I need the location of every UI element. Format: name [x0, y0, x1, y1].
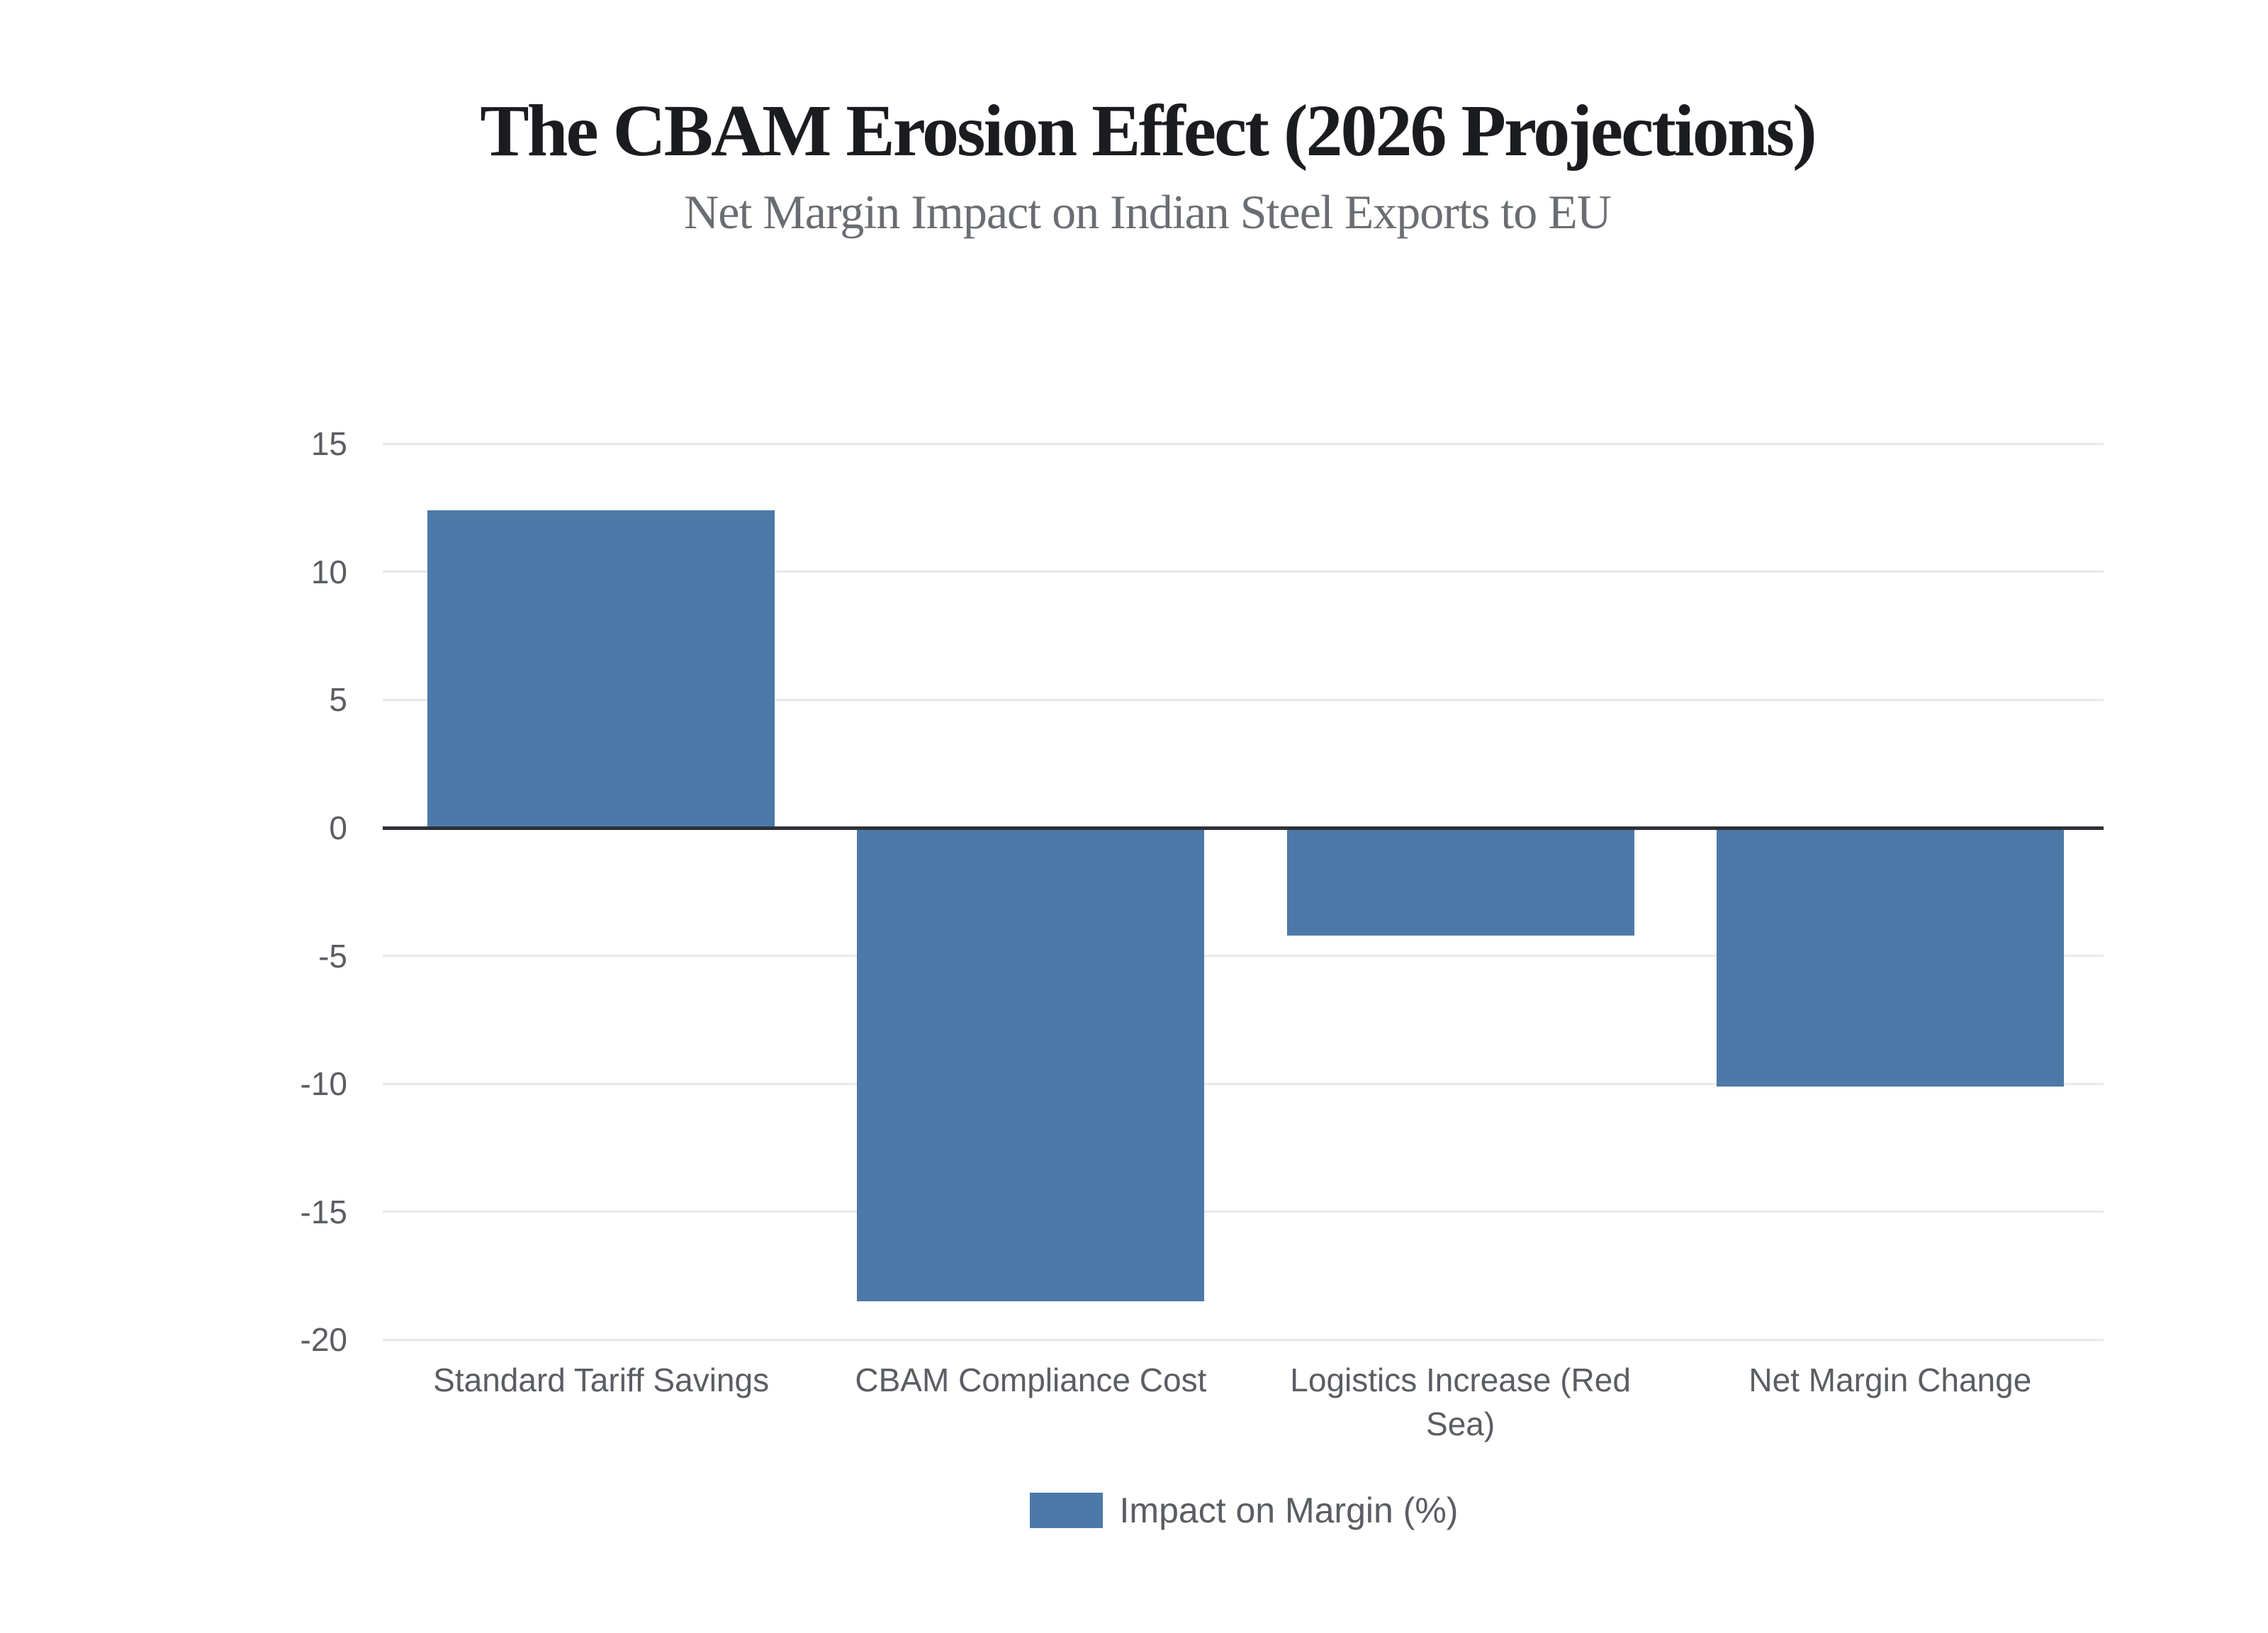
gridline-y--20	[383, 1338, 2104, 1341]
gridline-y-5	[383, 698, 2104, 701]
y-tick-label--15: -15	[300, 1193, 347, 1230]
chart-title: The CBAM Erosion Effect (2026 Projection…	[480, 90, 1817, 172]
legend: Impact on Margin (%)	[0, 1490, 2268, 1531]
y-tick-label-15: 15	[310, 425, 347, 463]
y-tick-label--5: -5	[318, 937, 347, 975]
x-category-label-1: CBAM Compliance Cost	[855, 1362, 1207, 1398]
y-tick-label-10: 10	[310, 553, 347, 590]
bar-2	[1286, 828, 1634, 936]
x-category-label-2: Logistics Increase (Red Sea)	[1290, 1362, 1631, 1442]
chart-subtitle: Net Margin Impact on Indian Steel Export…	[684, 185, 1612, 239]
legend-label: Impact on Margin (%)	[1119, 1491, 1459, 1530]
bar-0	[427, 510, 775, 828]
x-category-label-3: Net Margin Change	[1748, 1362, 2032, 1398]
y-tick-label--10: -10	[300, 1065, 347, 1103]
gridline-y-10	[383, 571, 2104, 573]
x-axis-zero-line	[383, 826, 2104, 830]
legend-swatch-icon	[1029, 1493, 1103, 1528]
bar-1	[857, 828, 1205, 1302]
gridline-y--15	[383, 1211, 2104, 1213]
y-tick-label-0: 0	[329, 809, 347, 846]
y-tick-label-5: 5	[329, 681, 347, 719]
gridline-y-15	[383, 442, 2104, 445]
legend-item[interactable]: Impact on Margin (%)	[1029, 1490, 1459, 1531]
bar-3	[1716, 828, 2064, 1087]
y-tick-label--20: -20	[300, 1321, 347, 1359]
x-category-label-0: Standard Tariff Savings	[433, 1362, 770, 1398]
gridline-y--5	[383, 955, 2104, 958]
gridline-y--10	[383, 1082, 2104, 1085]
